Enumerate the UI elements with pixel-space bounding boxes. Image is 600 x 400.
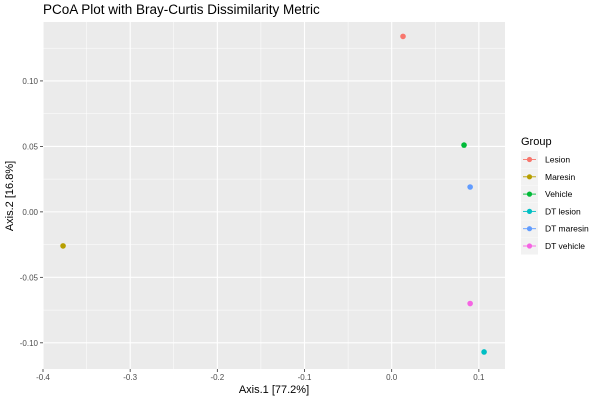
legend-title: Group (521, 136, 552, 148)
y-tick-label: 0.10 (22, 77, 38, 86)
plot-panel (43, 22, 505, 369)
data-point (60, 243, 66, 249)
axis-ticks: -0.4 -0.3 -0.2 -0.1 0.0 0.1 -0.10 -0.05 0.00 0.05… (20, 77, 485, 382)
legend: Group Lesion Maresin Vehicle DT lesion DT ma… (521, 136, 589, 255)
x-axis-title: Axis.1 [77.2%] (239, 384, 309, 396)
legend-label: DT vehicle (545, 241, 585, 251)
data-points (60, 33, 487, 355)
x-tick-label: -0.3 (123, 373, 137, 382)
legend-key-point (526, 156, 533, 163)
legend-key-point (526, 191, 533, 197)
legend-label: Lesion (545, 155, 570, 165)
data-point (481, 349, 487, 355)
legend-label: Maresin (545, 172, 576, 182)
x-tick-label: -0.1 (298, 373, 312, 382)
chart-title: PCoA Plot with Bray-Curtis Dissimilarity… (43, 2, 320, 17)
legend-label: DT lesion (545, 206, 581, 216)
data-point (461, 142, 467, 148)
legend-key-point (526, 208, 533, 214)
data-point (400, 33, 406, 40)
legend-key-point (526, 243, 533, 249)
legend-key-point (526, 174, 533, 180)
x-tick-label: 0.1 (473, 373, 485, 382)
data-point (467, 300, 473, 307)
y-tick-label: -0.10 (20, 339, 39, 348)
legend-keys: Lesion Maresin Vehicle DT lesion DT maresin D… (521, 151, 589, 255)
legend-key-point (526, 226, 533, 232)
y-tick-label: 0.00 (22, 208, 38, 217)
legend-label: Vehicle (545, 189, 573, 199)
x-tick-label: 0.0 (386, 373, 398, 382)
grid-lines (42, 22, 505, 369)
x-tick-label: -0.2 (210, 373, 224, 382)
data-point (467, 184, 473, 190)
y-tick-label: -0.05 (20, 273, 39, 282)
y-axis-title: Axis.2 [16.8%] (4, 161, 16, 231)
legend-label: DT maresin (545, 224, 589, 234)
x-tick-label: -0.4 (36, 373, 50, 382)
y-tick-label: 0.05 (22, 142, 38, 151)
